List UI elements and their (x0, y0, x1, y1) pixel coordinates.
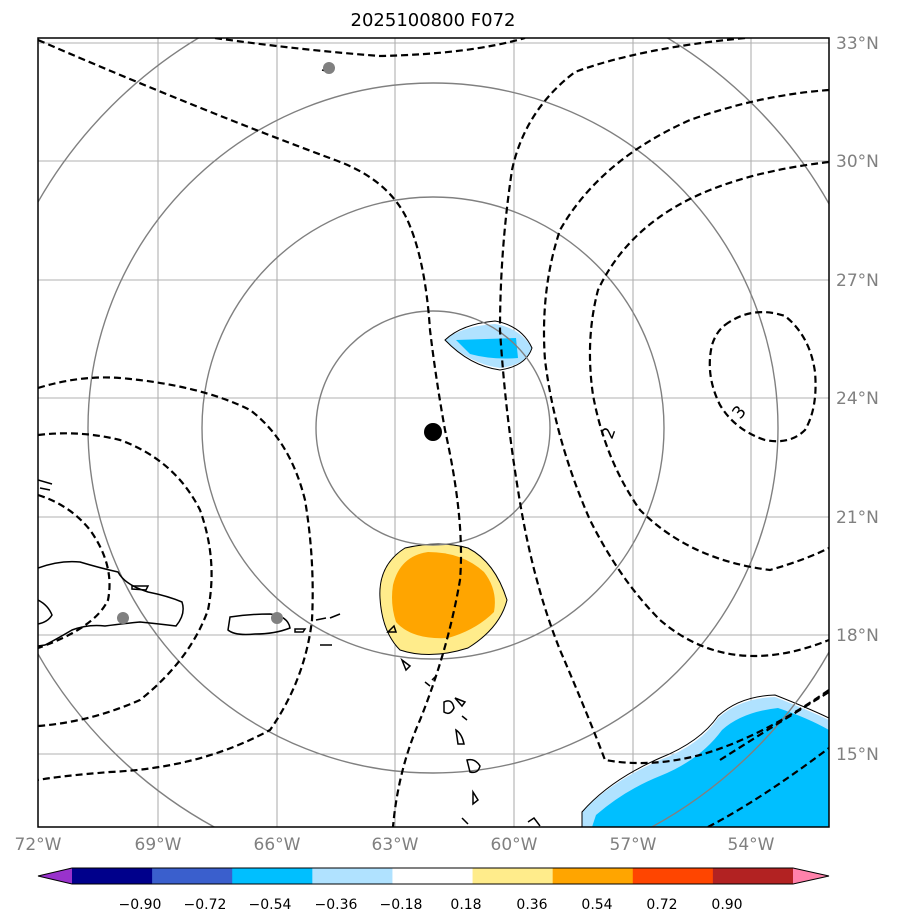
colorbar: −0.90 −0.72 −0.54 −0.36 −0.18 0.18 0.36 … (37, 867, 830, 913)
location-dot-bermuda (323, 62, 335, 74)
contour-line-1 (38, 38, 463, 827)
islet-coast (329, 613, 341, 619)
location-dot-puerto-rico (271, 612, 283, 624)
colorbar-tick-label: 0.90 (711, 897, 742, 913)
islet-coast (39, 487, 51, 491)
contour-line-2 (214, 38, 526, 58)
colorbar-tick-label: 0.36 (516, 897, 547, 913)
colorbar-segment (72, 868, 153, 884)
contour-line-11 (719, 691, 829, 761)
contour-line-7 (38, 376, 314, 782)
negative-anomaly-southeast-core (592, 708, 829, 827)
lat-label: 24°N (836, 389, 879, 409)
colorbar-segment (552, 868, 634, 884)
colorbar-tick-label: −0.36 (315, 897, 358, 913)
lon-label: 60°W (491, 835, 538, 855)
lon-label: 54°W (728, 835, 775, 855)
islet-coast (131, 585, 150, 591)
islet-coast (461, 715, 468, 721)
negative-anomaly-southeast-outline (581, 694, 829, 827)
lat-label: 30°N (836, 152, 879, 172)
colorbar-segment (392, 868, 474, 884)
islet-coast (38, 479, 53, 485)
colorbar-tick-label: −0.18 (380, 897, 423, 913)
lat-label: 21°N (836, 508, 879, 528)
colorbar-segment (712, 868, 794, 884)
range-ring-9deg (87, 82, 779, 774)
contour-line-10 (707, 747, 829, 827)
islet-coast (315, 617, 327, 621)
contour-line-4 (542, 88, 829, 658)
contour-line-6-closed (708, 311, 817, 443)
lon-label: 69°W (135, 835, 182, 855)
range-ring-12deg (38, 38, 829, 827)
range-rings (38, 38, 829, 827)
colorbar-tick-label: 0.54 (581, 897, 612, 913)
positive-anomaly-orange (392, 552, 495, 639)
puerto-rico-coast (227, 613, 291, 636)
colorbar-tick-label: −0.90 (119, 897, 162, 913)
colorbar-tick-label: 0.72 (646, 897, 677, 913)
range-ring-6deg (201, 196, 665, 660)
islet-coast (294, 628, 307, 633)
colorbar-segment (312, 868, 393, 884)
islet-coast (400, 657, 412, 672)
colorbar-segment (472, 868, 554, 884)
storm-center-marker (424, 423, 442, 441)
colorbar-tick-label: 0.18 (450, 897, 481, 913)
islet-coast (424, 681, 431, 687)
figure-title: 2025100800 F072 (351, 10, 516, 31)
islet-coast (431, 675, 437, 681)
haiti-peninsula-coast (38, 599, 53, 625)
lat-label: 15°N (836, 745, 879, 765)
lat-label: 18°N (836, 626, 879, 646)
lon-label: 57°W (610, 835, 657, 855)
map-frame (37, 37, 830, 828)
range-ring-3deg (315, 310, 551, 546)
colorbar-extend-min (38, 868, 72, 884)
st-lucia-coast (466, 758, 481, 774)
colorbar-segment (152, 868, 233, 884)
hispaniola-coast (38, 560, 184, 647)
colorbar-segment (232, 868, 313, 884)
shaded-field (379, 324, 829, 827)
latitude-labels: 33°N 30°N 27°N 24°N 21°N 18°N 15°N (836, 34, 879, 765)
contour-label-2: 2 (598, 425, 620, 442)
shaded-outlines (379, 320, 829, 827)
positive-anomaly-outline (379, 543, 508, 656)
negative-anomaly-north-outline (444, 320, 533, 371)
islet-coast (386, 624, 398, 633)
st-vincent-coast (472, 789, 479, 806)
lat-label: 27°N (836, 271, 879, 291)
coastlines (38, 69, 541, 827)
barbados-coast (527, 816, 541, 827)
location-dot-hispaniola (117, 612, 129, 624)
islet-coast (461, 817, 469, 825)
lon-label: 72°W (15, 835, 62, 855)
lon-label: 63°W (372, 835, 419, 855)
colorbar-tick-label: −0.54 (249, 897, 292, 913)
martinique-coast (455, 728, 465, 745)
contour-line-3 (498, 38, 829, 765)
lat-label: 33°N (836, 34, 879, 54)
guadeloupe-coast (443, 700, 455, 715)
lon-label: 66°W (254, 835, 301, 855)
colorbar-outline (37, 867, 830, 885)
contour-line-8 (38, 432, 213, 728)
colorbar-segment (632, 868, 714, 884)
longitude-labels: 72°W 69°W 66°W 63°W 60°W 57°W 54°W (15, 835, 775, 855)
contour-lines (38, 38, 829, 827)
islet-coast (454, 697, 467, 708)
colorbar-extend-max (793, 868, 829, 884)
contour-line-5 (588, 160, 829, 572)
colorbar-tick-label: −0.72 (184, 897, 227, 913)
map-panel: 2 3 (38, 38, 829, 827)
